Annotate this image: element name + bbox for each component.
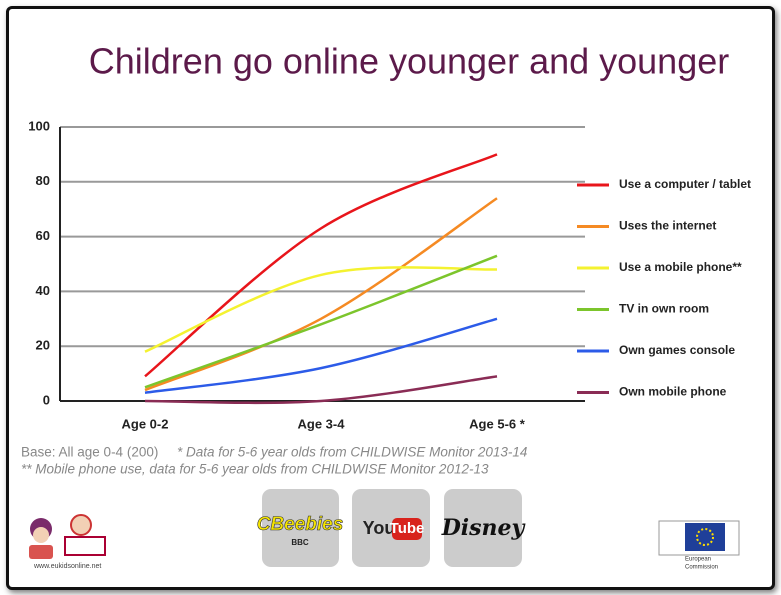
youtube-logo: You Tube [352, 489, 430, 567]
logo-text: BBC [291, 538, 309, 547]
y-tick-label: 100 [28, 118, 50, 133]
line [144, 317, 498, 395]
footnote: ** Mobile phone use, data for 5-6 year o… [21, 462, 489, 477]
footnote-base: Base: All age 0-4 (200) [21, 445, 158, 460]
line [144, 197, 498, 392]
chart: Children go online younger and younger B… [21, 41, 751, 571]
legend-label: Own games console [619, 343, 735, 357]
disney-logo: Disney [441, 489, 527, 567]
logo-text: Tube [390, 520, 425, 537]
x-tick-label: Age 3-4 [298, 416, 346, 431]
chart-title: Children go online younger and younger [89, 41, 729, 82]
line [144, 266, 498, 353]
y-tick-label: 60 [36, 228, 50, 243]
legend-label: Own mobile phone [619, 385, 727, 399]
legend-label: Use a mobile phone** [619, 260, 742, 274]
slide: Children go online younger and younger B… [6, 6, 775, 590]
legend-label: Uses the internet [619, 219, 716, 233]
cbeebies-logo: CBeebies BBC [256, 489, 344, 567]
legend-label: TV in own room [619, 302, 709, 316]
logo-text: European [685, 557, 711, 563]
y-tick-label: 80 [36, 173, 50, 188]
y-tick-label: 0 [43, 392, 50, 407]
line [144, 254, 498, 389]
line [144, 153, 498, 378]
legend-label: Use a computer / tablet [619, 177, 751, 191]
eukids-logo: www.eukidsonline.net [29, 514, 106, 570]
logo-text: Disney [441, 515, 527, 541]
x-tick-label: Age 5-6 * [469, 416, 526, 431]
logo-text: You [363, 518, 396, 538]
eu-logo: European Commission [658, 520, 740, 571]
line [144, 375, 498, 405]
logo-text: www.eukidsonline.net [33, 563, 101, 570]
logo-text: CBeebies [257, 514, 344, 535]
y-tick-label: 40 [36, 283, 50, 298]
footnote: * Data for 5-6 year olds from CHILDWISE … [177, 445, 527, 460]
x-tick-label: Age 0-2 [122, 416, 169, 431]
y-tick-label: 20 [36, 338, 50, 353]
logo-text: Commission [685, 565, 718, 571]
